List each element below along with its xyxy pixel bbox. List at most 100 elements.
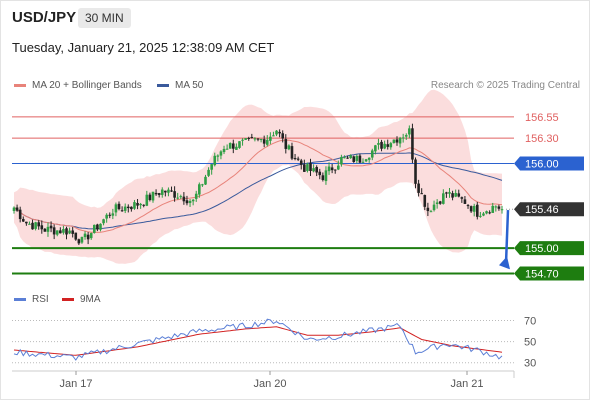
candle [287,145,291,150]
candle [343,157,346,159]
candle [198,184,201,195]
credit-text: Research © 2025 Trading Central [430,80,580,91]
candle [355,155,359,161]
candle [500,209,504,211]
candle [454,192,457,197]
candle [262,139,266,144]
candle [340,157,343,165]
candle [469,206,473,212]
candle [170,190,173,192]
ma20-label: MA 20 + Bollinger Bands [32,80,142,91]
candle [451,193,454,198]
candle [361,161,365,163]
candle [25,221,28,224]
candle [173,191,176,198]
candle [398,137,402,144]
candle [216,155,220,157]
candle [303,164,306,172]
x-tick-label-2: Jan 21 [450,378,483,390]
candle [380,141,383,149]
candle [466,205,470,207]
candle [256,138,260,140]
candle [352,156,356,163]
candle [349,155,352,159]
current-price-label-text: 155.46 [525,204,559,216]
candle [497,206,501,209]
candle [194,193,198,199]
candle [126,206,130,209]
candle [201,184,204,186]
ma50-label: MA 50 [175,80,204,91]
candle [438,201,442,204]
candle [83,233,87,238]
candle [401,137,405,139]
candle [482,213,485,216]
level-label-155.00-text: 155.00 [525,243,559,255]
candle [417,183,420,193]
candle [392,139,396,144]
candle [411,128,414,160]
candle [337,165,340,170]
legend-ma50: MA 50 [157,80,203,91]
candle [52,227,56,235]
candle [12,207,16,211]
candles [12,123,504,246]
candle [247,137,251,139]
current-price-label-tag [514,202,584,217]
candle [62,229,65,233]
candle [120,210,124,212]
candle [102,219,105,224]
candle [238,141,241,148]
rsi-swatch [14,297,26,301]
candle [142,204,146,206]
candle [145,194,149,206]
candle [491,205,495,213]
candle [225,148,229,150]
candle [306,164,309,171]
level-label-156.30: 156.30 [525,133,559,145]
candle [222,148,226,153]
candle [80,236,84,243]
candle [139,203,142,206]
candle [154,192,158,195]
candle [281,133,285,139]
candle [383,143,386,149]
x-tick-label-1: Jan 20 [253,378,286,390]
candle [68,230,71,234]
candle [278,131,281,134]
candle [330,167,334,171]
candle [318,171,322,176]
candle [244,138,247,140]
candle [485,211,488,214]
candle [299,160,303,165]
candle [160,189,164,195]
candle [494,206,498,208]
candle [59,230,62,234]
candle [86,234,90,240]
candle [176,197,179,199]
candle [324,170,328,182]
candle [272,135,275,137]
rsi-9ma-line [13,326,503,356]
timeframe-button[interactable]: 30 MIN [78,8,131,28]
candle [77,239,81,244]
candle [28,223,31,225]
legend-rsi: RSI [14,294,49,305]
candle [167,189,170,193]
candle [364,159,368,162]
rsi-tick-70: 70 [524,315,536,327]
candle [420,193,423,195]
candle [293,158,297,160]
candle [253,138,257,140]
candle [204,176,207,185]
candle [133,202,136,209]
level-label-156.00: 156.00 [514,156,584,171]
candle [40,225,44,230]
ma9-swatch [62,297,74,301]
level-label-156.00-text: 156.00 [525,158,559,170]
candle [457,193,461,197]
candle [358,155,362,163]
candle [442,193,445,204]
level-label-155.00: 155.00 [514,241,584,256]
